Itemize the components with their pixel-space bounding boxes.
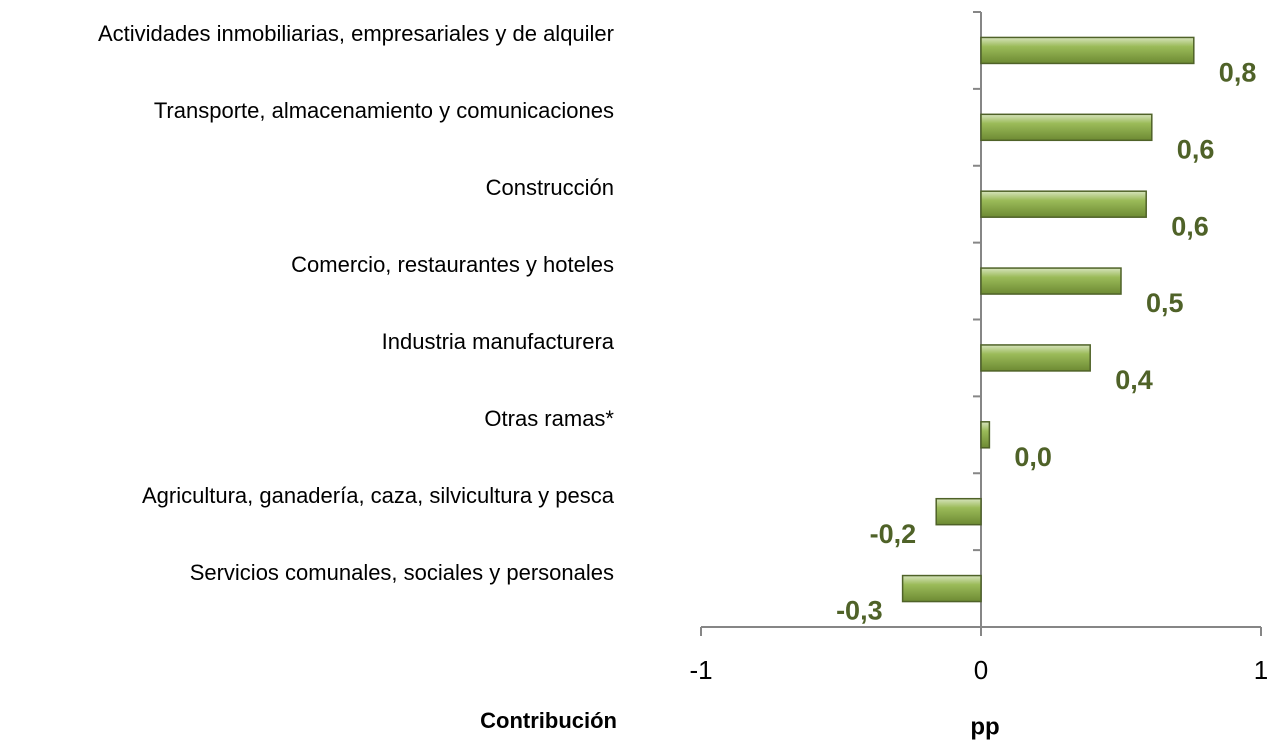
- bar: [980, 190, 1147, 218]
- x-tick-label: -1: [689, 655, 712, 685]
- bar: [935, 497, 982, 526]
- x-axis-label: pp: [970, 713, 999, 740]
- category-label: Transporte, almacenamiento y comunicacio…: [153, 98, 614, 124]
- category-label: Servicios comunales, sociales y personal…: [189, 559, 614, 585]
- x-tick-label: 1: [1254, 655, 1268, 685]
- bar: [980, 421, 991, 449]
- category-label: Comercio, restaurantes y hoteles: [291, 252, 614, 278]
- bar: [901, 574, 982, 603]
- bar: [980, 36, 1195, 65]
- category-label: Actividades inmobiliarias, empresariales…: [97, 21, 614, 47]
- category-label: Otras ramas*: [484, 405, 614, 431]
- value-label: 0,5: [1146, 288, 1184, 318]
- bar: [980, 344, 1091, 372]
- x-tick-label: 0: [974, 655, 988, 685]
- value-label: -0,2: [870, 519, 917, 549]
- value-label: 0,6: [1171, 211, 1209, 241]
- value-label: 0,4: [1115, 365, 1153, 395]
- y-axis-label: Contribución: [480, 708, 617, 733]
- category-label: Agricultura, ganadería, caza, silvicultu…: [141, 482, 614, 508]
- category-label: Construcción: [485, 175, 614, 201]
- bar: [980, 267, 1122, 295]
- bar: [980, 113, 1153, 142]
- category-label: Industria manufacturera: [381, 328, 614, 354]
- value-label: 0,0: [1014, 442, 1052, 472]
- value-label: 0,6: [1177, 134, 1215, 164]
- value-label: 0,8: [1219, 58, 1257, 88]
- value-label: -0,3: [836, 596, 883, 626]
